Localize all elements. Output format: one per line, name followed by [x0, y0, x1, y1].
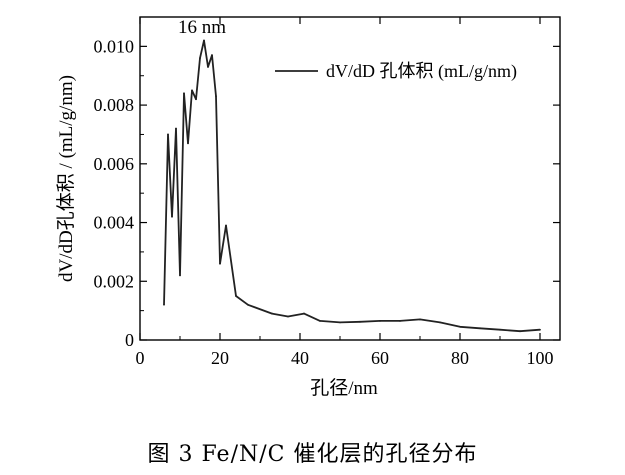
peak-annotation: 16 nm	[178, 17, 226, 38]
data-point	[203, 39, 205, 42]
data-point	[235, 295, 237, 297]
x-tick-label: 20	[211, 348, 229, 368]
data-point	[271, 312, 273, 315]
pore-volume-line	[163, 39, 541, 333]
x-axis-ticks: 0 20 40 60 80 100	[136, 17, 554, 368]
data-point	[219, 262, 221, 265]
data-point	[211, 54, 213, 57]
data-point	[459, 325, 461, 328]
plot-frame	[139, 16, 561, 341]
data-point	[479, 327, 481, 330]
y-axis-ticks: 0 0.002 0.004 0.006 0.008 0.010	[94, 36, 560, 350]
data-point	[225, 224, 227, 227]
data-point	[359, 320, 361, 323]
x-tick-label: 100	[527, 348, 554, 368]
data-point	[187, 142, 189, 145]
data-point	[339, 321, 341, 324]
data-point	[539, 328, 541, 331]
figure-caption: 图 3 Fe/N/C 催化层的孔径分布	[147, 442, 478, 467]
data-point	[179, 274, 181, 277]
data-points	[163, 39, 541, 333]
data-point	[519, 330, 521, 333]
data-point	[303, 312, 305, 315]
y-tick-label: 0.008	[94, 95, 135, 115]
legend-label: dV/dD 孔体积 (mL/g/nm)	[326, 61, 517, 82]
data-point	[419, 318, 421, 321]
data-point	[207, 66, 209, 68]
data-point	[499, 328, 501, 331]
data-point	[199, 57, 201, 60]
data-point	[195, 98, 197, 101]
x-tick-label: 60	[371, 348, 389, 368]
y-tick-label: 0.004	[94, 213, 135, 233]
data-point	[175, 127, 177, 130]
data-point	[379, 320, 381, 322]
data-point	[247, 303, 249, 306]
x-axis-label: 孔径/nm	[310, 377, 378, 399]
data-point	[439, 321, 441, 324]
data-point	[171, 215, 173, 218]
data-point	[399, 320, 401, 322]
data-point	[215, 95, 217, 98]
data-point	[319, 320, 321, 322]
y-tick-label: 0.010	[94, 36, 135, 56]
y-axis-label: dV/dD孔体积 / (mL/g/nm)	[55, 75, 77, 282]
data-point	[163, 303, 165, 306]
y-tick-label: 0.006	[94, 154, 135, 174]
x-tick-label: 80	[451, 348, 469, 368]
data-point	[183, 92, 185, 95]
data-point	[167, 133, 169, 136]
x-tick-label: 0	[136, 348, 145, 368]
data-point	[287, 315, 289, 318]
data-point	[191, 89, 193, 92]
y-tick-label: 0.002	[94, 271, 135, 291]
x-tick-label: 40	[291, 348, 309, 368]
y-tick-label: 0	[125, 330, 134, 350]
